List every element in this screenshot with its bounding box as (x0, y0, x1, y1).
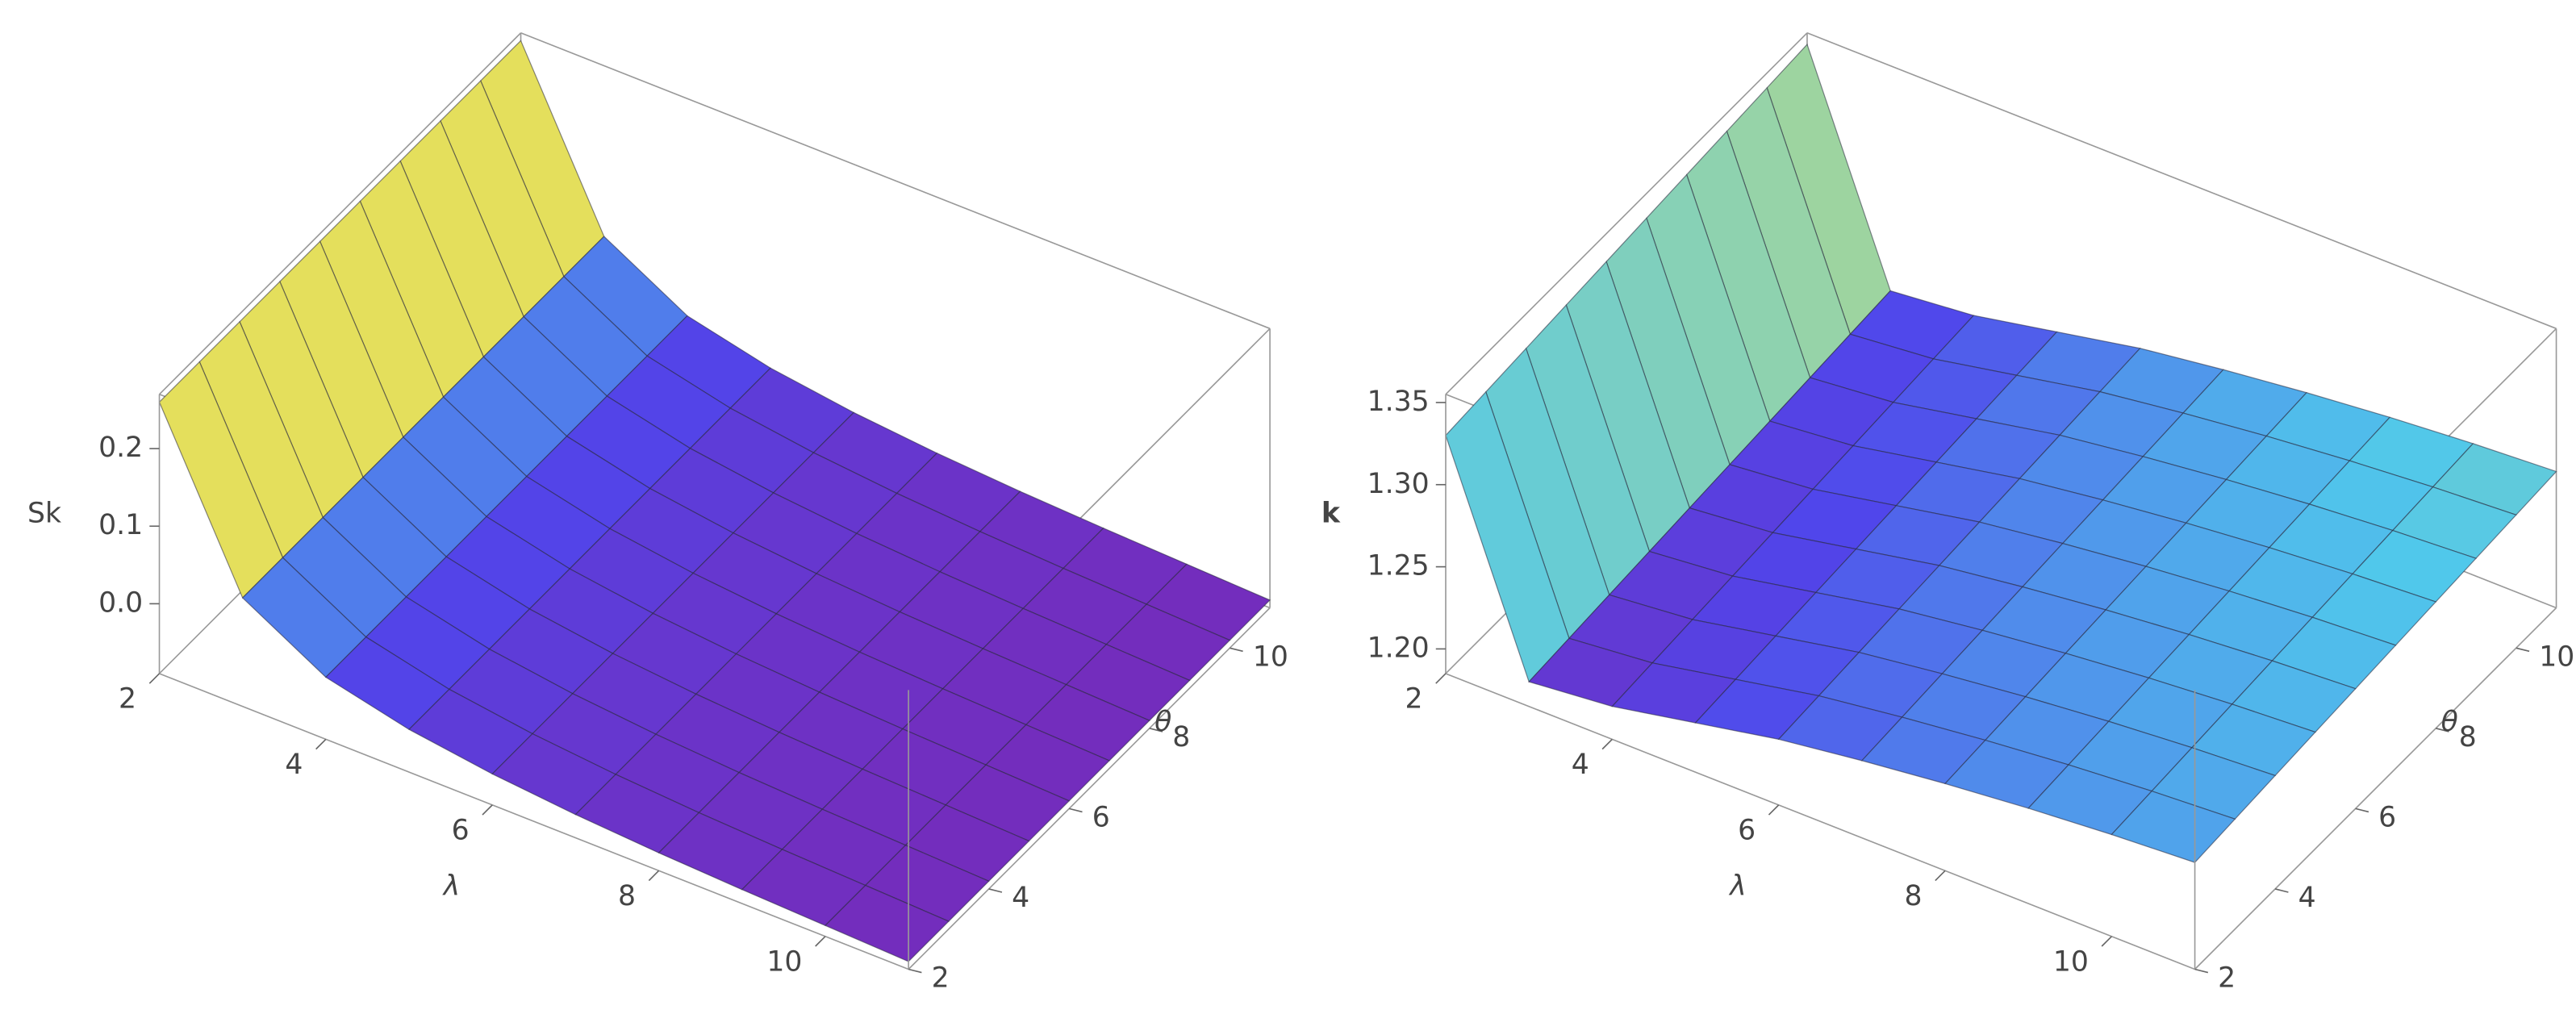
y-tick-label: 8 (1172, 721, 1190, 753)
box-edge (1806, 32, 2557, 330)
x-tick (1768, 804, 1780, 816)
x-tick-label: 6 (1738, 814, 1756, 846)
x-tick-label: 2 (119, 683, 136, 716)
z-tick-label: 0.0 (98, 586, 143, 619)
z-axis-label: k (1321, 497, 1341, 529)
y-tick-label: 6 (2378, 802, 2396, 834)
x-axis-label: λ (1728, 870, 1746, 903)
z-tick-label: 1.30 (1367, 468, 1430, 500)
x-tick (1435, 673, 1447, 684)
x-axis-label: λ (442, 870, 460, 903)
y-tick (988, 888, 1003, 893)
box-edge (520, 32, 1271, 330)
x-tick (648, 870, 660, 882)
x-tick-label: 2 (1405, 683, 1422, 716)
z-tick-label: 0.1 (98, 509, 143, 541)
axis-line (908, 607, 1271, 970)
x-tick-label: 8 (618, 880, 636, 912)
y-tick-label: 2 (932, 962, 950, 995)
z-tick-label: 1.35 (1367, 386, 1430, 418)
y-axis-label: θ (1154, 706, 1171, 738)
y-tick (1149, 728, 1163, 732)
box-edge (1445, 32, 1808, 395)
y-axis-label: θ (2441, 706, 2458, 738)
x-tick (2101, 936, 2112, 947)
x-tick (315, 738, 327, 750)
surface-patch (2110, 790, 2236, 863)
y-tick-label: 10 (2539, 641, 2574, 673)
y-tick (2355, 808, 2369, 813)
y-tick-label: 8 (2459, 721, 2477, 753)
x-tick-label: 10 (766, 945, 802, 978)
x-tick (148, 673, 161, 684)
z-tick-label: 1.20 (1367, 632, 1430, 664)
y-tick (1230, 647, 1243, 653)
y-tick-label: 4 (1012, 882, 1029, 914)
y-tick-label: 6 (1092, 802, 1110, 834)
y-tick-label: 4 (2298, 882, 2316, 914)
y-tick (1069, 808, 1083, 813)
y-tick (2194, 968, 2209, 974)
x-tick-label: 10 (2053, 945, 2089, 978)
x-tick (1601, 738, 1613, 750)
x-tick-label: 6 (452, 814, 470, 846)
y-tick-label: 2 (2218, 962, 2236, 995)
axis-line (159, 673, 909, 970)
x-tick-label: 4 (1572, 749, 1589, 781)
axis-line (1445, 673, 2195, 970)
x-tick (815, 936, 826, 947)
y-tick (908, 968, 922, 974)
x-tick-label: 4 (285, 749, 303, 781)
x-tick-label: 8 (1905, 880, 1923, 912)
y-tick (2274, 888, 2289, 893)
x-tick (482, 804, 493, 816)
y-tick (2515, 647, 2530, 653)
x-tick (1935, 870, 1946, 882)
axis-line (2194, 607, 2557, 970)
y-tick-label: 10 (1253, 641, 1288, 673)
y-tick (2436, 728, 2449, 732)
z-axis-label: Sk (27, 497, 61, 529)
z-tick-label: 1.25 (1367, 550, 1430, 582)
surface-patch (824, 884, 950, 962)
box-edge (158, 32, 522, 395)
z-tick-label: 0.2 (98, 432, 143, 464)
